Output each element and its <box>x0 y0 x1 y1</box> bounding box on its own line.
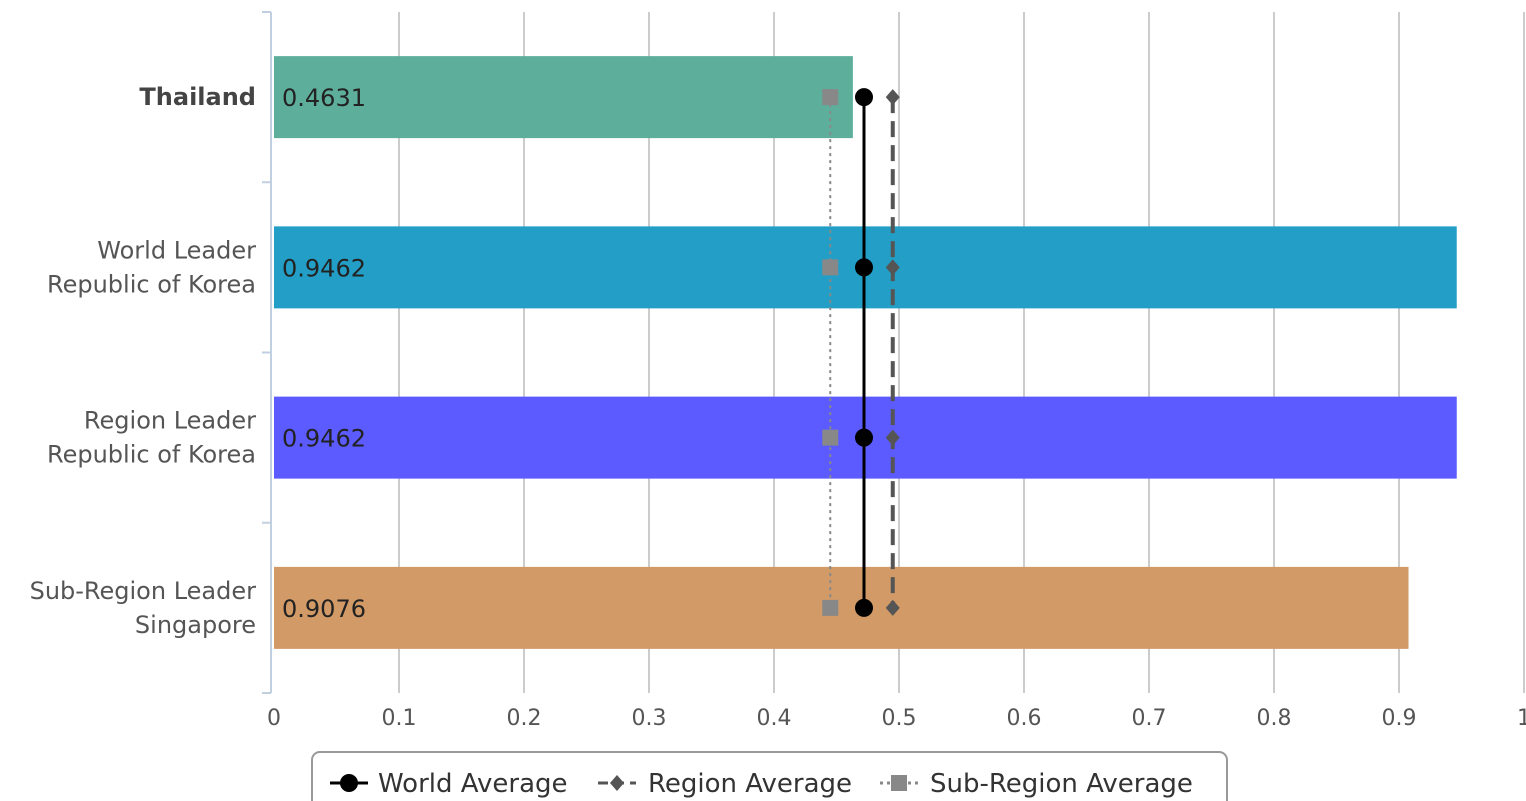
x-tick-label: 0.4 <box>757 706 792 731</box>
legend-box <box>311 751 1228 801</box>
bar <box>274 56 853 139</box>
x-tick-label: 0.9 <box>1382 706 1417 731</box>
sub-region-average-point <box>822 89 839 106</box>
world-average-point <box>855 428 873 447</box>
x-tick-label: 0.3 <box>632 706 667 731</box>
sub-region-average-point <box>822 259 839 276</box>
x-tick-label: 0.6 <box>1007 706 1042 731</box>
sub-region-average-point <box>822 599 839 616</box>
region-average-point <box>885 259 900 276</box>
world-average-point <box>855 258 873 277</box>
category-label: Thailand <box>139 83 256 111</box>
category-label: Republic of Korea <box>47 441 256 469</box>
x-axis-ticks: 0 0.1 0.2 0.3 0.4 0.5 0.6 0.7 0.8 0.9 1 <box>267 706 1526 731</box>
region-average-point <box>885 599 900 616</box>
bar-value-label: 0.9076 <box>282 595 366 623</box>
bar-value-label: 0.9462 <box>282 425 366 453</box>
world-average-point <box>855 598 873 617</box>
legend-label: World Average <box>378 769 568 799</box>
bar-value-label: 0.9462 <box>282 254 366 282</box>
category-label: Sub-Region Leader <box>30 577 257 605</box>
bar <box>274 566 1409 649</box>
region-average-point <box>885 429 900 446</box>
x-tick-label: 0.7 <box>1132 706 1167 731</box>
category-axis <box>262 11 272 694</box>
legend-diamond-icon <box>610 775 624 791</box>
legend-label: Sub-Region Average <box>930 769 1193 799</box>
legend-label: Region Average <box>648 769 852 799</box>
world-average-point <box>855 88 873 107</box>
category-label: Singapore <box>135 611 256 639</box>
x-tick-label: 0.5 <box>882 706 917 731</box>
x-tick-label: 0.1 <box>382 706 417 731</box>
category-label: Region Leader <box>84 407 256 435</box>
category-label: World Leader <box>97 236 256 264</box>
x-tick-label: 1 <box>1517 706 1526 731</box>
x-tick-label: 0.8 <box>1257 706 1292 731</box>
region-average-point <box>885 89 900 106</box>
category-label: Republic of Korea <box>47 270 256 298</box>
legend: World Average Region Average Sub-Region Av… <box>311 751 1228 801</box>
sub-region-average-point <box>822 429 839 446</box>
reference-lines <box>822 88 900 617</box>
legend-square-icon <box>891 775 907 791</box>
bar-value-label: 0.4631 <box>282 84 366 112</box>
x-tick-label: 0 <box>267 706 281 731</box>
x-tick-label: 0.2 <box>507 706 542 731</box>
category-labels: Thailand World Leader Republic of Korea Reg… <box>30 83 257 639</box>
legend-circle-icon <box>340 774 358 792</box>
